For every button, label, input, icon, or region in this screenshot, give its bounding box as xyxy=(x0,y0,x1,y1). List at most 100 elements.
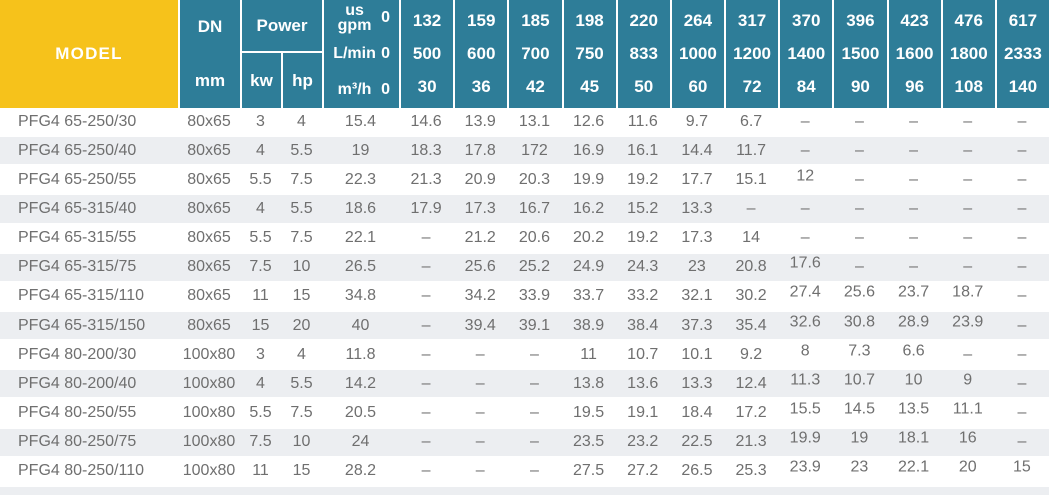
head-value-cell: – xyxy=(963,199,973,217)
head-value-cell: 23 xyxy=(688,258,706,276)
head-value-cell: 16 xyxy=(958,429,977,447)
dn-cell: 80x65 xyxy=(187,141,231,159)
head-value-cell: 15.2 xyxy=(627,199,659,217)
model-cell: PFG4 65-315/150 xyxy=(18,316,146,334)
model-cell: PFG4 65-250/40 xyxy=(18,141,137,159)
head-value-cell: – xyxy=(963,229,973,247)
head-value-cell: – xyxy=(529,433,539,451)
head-value-cell: 11.1 xyxy=(952,400,983,418)
head-value-cell: – xyxy=(854,258,864,276)
head-value-cell: 28.9 xyxy=(898,313,930,331)
head-value-cell: 23.2 xyxy=(627,433,659,451)
head-value-cell: 13.9 xyxy=(464,112,496,130)
head-value-cell: 172 xyxy=(521,141,548,159)
m3h-label: m³/h xyxy=(337,81,372,98)
head-value-cell: 24.9 xyxy=(573,258,605,276)
head-value-cell: 18.7 xyxy=(952,283,984,301)
head-value-cell: 9 xyxy=(963,371,973,389)
hp-cell: 7.5 xyxy=(290,229,313,247)
kw-cell: 5.5 xyxy=(249,229,272,247)
head-value-cell: 34.8 xyxy=(344,287,377,305)
flow-column-header: 264 1000 60 xyxy=(669,0,724,108)
hp-column-header: hp xyxy=(281,53,322,108)
head-value-cell: 16.2 xyxy=(573,199,605,217)
table-row: PFG4 65-315/110 80x65 11 15 34.8 – 34.2 33.9 33.… xyxy=(0,282,1049,312)
head-value-cell: 19.2 xyxy=(627,229,659,247)
head-value-cell: 19.2 xyxy=(627,170,659,188)
dn-label: DN xyxy=(197,17,223,36)
kw-cell: 11 xyxy=(252,462,269,480)
head-value-cell: 23 xyxy=(850,458,869,476)
head-value-cell: – xyxy=(800,199,810,217)
head-value-cell: 18.4 xyxy=(681,403,713,421)
model-cell: PFG4 65-315/40 xyxy=(18,199,137,217)
head-value-cell: 13.3 xyxy=(681,374,713,392)
head-value-cell: 11.3 xyxy=(790,371,821,389)
head-value-cell: – xyxy=(746,199,756,217)
head-value-cell: 21.3 xyxy=(735,433,767,451)
head-value-cell: – xyxy=(421,287,431,305)
lmin-row: L/min 0 xyxy=(324,36,399,72)
clipped-row xyxy=(0,486,1049,495)
head-value-cell: 20.8 xyxy=(735,258,767,276)
head-value-cell: 9.2 xyxy=(739,345,763,363)
table-row: PFG4 65-250/40 80x65 4 5.5 19 18.3 17.8 172 16.9… xyxy=(0,137,1049,167)
table-row: PFG4 65-250/55 80x65 5.5 7.5 22.3 21.3 20.9 20.… xyxy=(0,166,1049,196)
head-value-cell: – xyxy=(909,199,919,217)
head-value-cell: 7.3 xyxy=(848,342,871,360)
head-value-cell: 11 xyxy=(580,345,597,363)
head-value-cell: – xyxy=(854,141,864,159)
m3h-row: m³/h 0 xyxy=(324,72,399,108)
head-value-cell: – xyxy=(529,345,539,363)
dn-unit-label: mm xyxy=(194,71,226,90)
table-body: PFG4 65-250/30 80x65 3 4 15.4 14.6 13.9 13.1 12.… xyxy=(0,108,1049,495)
kw-cell: 4 xyxy=(256,141,265,159)
model-cell: PFG4 65-250/55 xyxy=(18,170,137,188)
flow-column-header: 159 600 36 xyxy=(453,0,508,108)
head-value-cell: 6.6 xyxy=(902,342,925,360)
model-cell: PFG4 65-315/55 xyxy=(18,229,137,247)
head-value-cell: 13.3 xyxy=(681,199,713,217)
dn-cell: 80x65 xyxy=(187,229,231,247)
dn-cell: 80x65 xyxy=(187,170,231,188)
head-value-cell: – xyxy=(421,229,431,247)
head-value-cell: – xyxy=(909,170,919,188)
head-value-cell: – xyxy=(475,462,485,480)
dn-cell: 100x80 xyxy=(182,345,236,363)
kw-cell: 7.5 xyxy=(249,258,272,276)
head-value-cell: – xyxy=(963,258,973,276)
head-value-cell: 13.8 xyxy=(573,374,605,392)
head-value-cell: – xyxy=(421,433,431,451)
head-value-cell: – xyxy=(963,141,973,159)
head-value-cell: – xyxy=(475,403,485,421)
head-value-cell: 39.4 xyxy=(464,316,496,334)
head-value-cell: 37.3 xyxy=(681,316,713,334)
head-value-cell: 23.7 xyxy=(898,283,930,301)
hp-cell: 15 xyxy=(292,462,311,480)
us-gpm-label: us gpm xyxy=(337,2,372,34)
dn-cell: 80x65 xyxy=(187,287,231,305)
hp-cell: 10 xyxy=(292,433,311,451)
table-row: PFG4 65-315/150 80x65 15 20 40 – 39.4 39.1 38.9 3… xyxy=(0,311,1049,342)
head-value-cell: 20.2 xyxy=(573,229,605,247)
head-value-cell: – xyxy=(1017,112,1027,130)
head-value-cell: 14.6 xyxy=(410,112,442,130)
head-value-cell: 22.5 xyxy=(681,433,713,451)
head-value-cell: – xyxy=(909,258,919,276)
kw-cell: 3 xyxy=(256,345,265,363)
head-value-cell: 39.1 xyxy=(518,316,550,334)
head-value-cell: 11.8 xyxy=(345,345,376,363)
head-value-cell: 14.5 xyxy=(843,400,875,418)
head-value-cell: 13.5 xyxy=(898,400,930,418)
head-value-cell: – xyxy=(1017,316,1027,334)
dn-cell: 80x65 xyxy=(187,258,231,276)
dn-cell: 100x80 xyxy=(182,433,236,451)
hp-cell: 7.5 xyxy=(290,170,313,188)
head-value-cell: – xyxy=(963,345,973,363)
head-value-cell: 15.5 xyxy=(789,400,821,418)
hp-cell: 4 xyxy=(297,112,306,130)
head-value-cell: 12 xyxy=(796,167,815,185)
head-value-cell: 22.1 xyxy=(898,458,930,476)
hp-cell: 10 xyxy=(292,258,311,276)
